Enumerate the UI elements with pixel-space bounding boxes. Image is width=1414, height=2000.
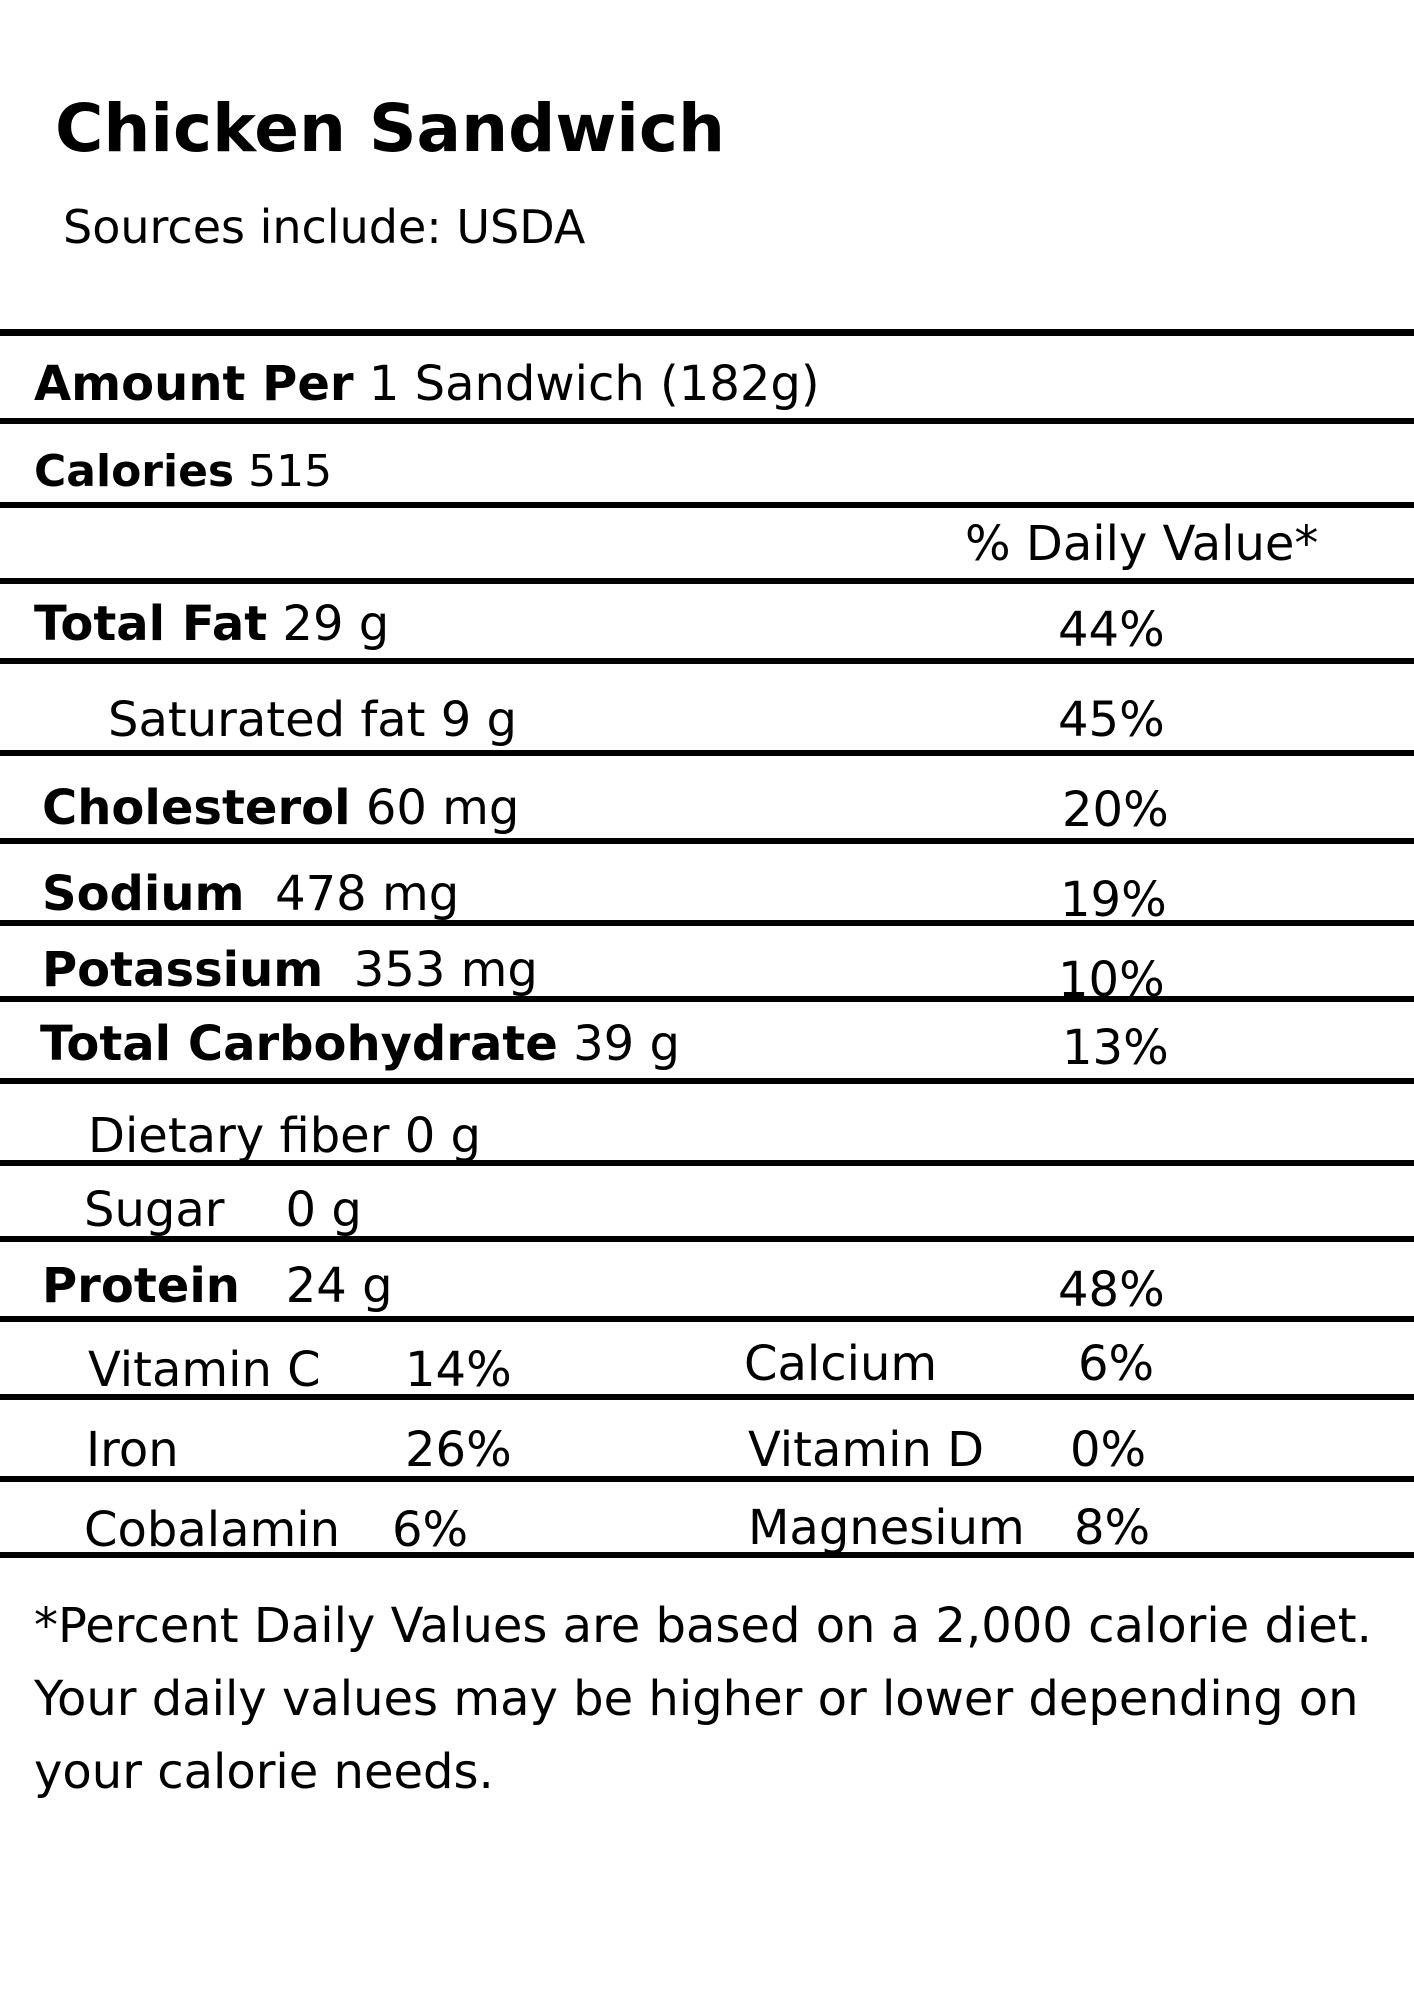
divider [0,1476,1414,1482]
divider [0,418,1414,424]
nutrient-row-saturated-fat: Saturated fat 9 g [108,692,517,748]
divider [0,996,1414,1002]
nutrient-dv: 19% [1060,872,1167,928]
vitamin-name: Vitamin D [748,1422,985,1478]
vitamin-name: Cobalamin [84,1502,341,1558]
nutrient-row-cholesterol: Cholesterol 60 mg [42,780,519,836]
nutrient-row-sodium: Sodium 478 mg [42,866,459,922]
nutrient-dv: 45% [1058,692,1165,748]
amount-per-label: Amount Per [34,356,354,412]
nutrient-dv: 10% [1058,952,1165,1008]
vitamin-dv: 8% [1074,1500,1151,1556]
source-note: Sources include: USDA [63,200,586,254]
calories-row: Calories 515 [34,446,332,497]
amount-per-row: Amount Per 1 Sandwich (182g) [34,356,820,412]
nutrient-name: Cholesterol [42,780,351,836]
amount-per-value: 1 Sandwich (182g) [368,356,820,412]
nutrient-amount: 0 g [285,1182,362,1238]
nutrient-dv: 44% [1058,602,1165,658]
nutrient-amount: 39 g [573,1016,680,1072]
nutrient-dv: 48% [1058,1262,1165,1318]
divider [0,658,1414,664]
divider [0,1316,1414,1322]
nutrient-row-potassium: Potassium 353 mg [42,942,538,998]
nutrient-amount: 478 mg [275,866,460,922]
divider [0,578,1414,584]
vitamin-name: Magnesium [748,1500,1025,1556]
divider [0,1394,1414,1400]
vitamin-name: Calcium [744,1336,938,1392]
vitamin-name: Vitamin C [88,1342,321,1398]
vitamin-name: Iron [86,1422,179,1478]
divider-top [0,329,1414,336]
divider [0,502,1414,508]
divider [0,838,1414,844]
nutrient-amount: 24 g [285,1258,393,1314]
divider [0,920,1414,926]
nutrient-name: Sugar [84,1182,225,1238]
divider [0,1078,1414,1084]
nutrient-name: Sodium [42,866,245,922]
vitamin-dv: 0% [1070,1422,1147,1478]
nutrient-row-total-fat: Total Fat 29 g [34,596,389,652]
footnote: *Percent Daily Values are based on a 2,0… [34,1598,1372,1800]
nutrient-amount: 60 mg [365,780,520,836]
nutrient-dv: 13% [1062,1020,1169,1076]
nutrient-amount: 9 g [440,692,518,748]
nutrient-row-protein: Protein 24 g [42,1258,393,1314]
label-title: Chicken Sandwich [55,90,726,167]
divider [0,1552,1414,1558]
nutrient-name: Total Carbohydrate [40,1016,558,1072]
daily-value-header: % Daily Value* [965,516,1319,572]
calories-value: 515 [248,446,333,497]
vitamin-dv: 14% [405,1342,512,1398]
divider [0,750,1414,756]
nutrient-amount: 29 g [282,596,390,652]
vitamin-dv: 26% [405,1422,512,1478]
nutrient-amount: 0 g [404,1108,481,1164]
calories-label: Calories [34,446,235,497]
nutrient-row-sugar: Sugar 0 g [84,1182,362,1238]
nutrient-name: Dietary fiber [88,1108,390,1164]
vitamin-dv: 6% [1078,1336,1155,1392]
divider [0,1236,1414,1242]
nutrient-amount: 353 mg [353,942,538,998]
nutrient-dv: 20% [1062,782,1169,838]
vitamin-dv: 6% [392,1502,469,1558]
nutrient-row-total-carbohydrate: Total Carbohydrate 39 g [40,1016,680,1072]
nutrient-name: Protein [42,1258,240,1314]
nutrient-name: Saturated fat [108,692,426,748]
nutrient-name: Potassium [42,942,324,998]
nutrient-row-dietary-fiber: Dietary fiber 0 g [88,1108,481,1164]
nutrient-name: Total Fat [34,596,268,652]
divider [0,1160,1414,1166]
